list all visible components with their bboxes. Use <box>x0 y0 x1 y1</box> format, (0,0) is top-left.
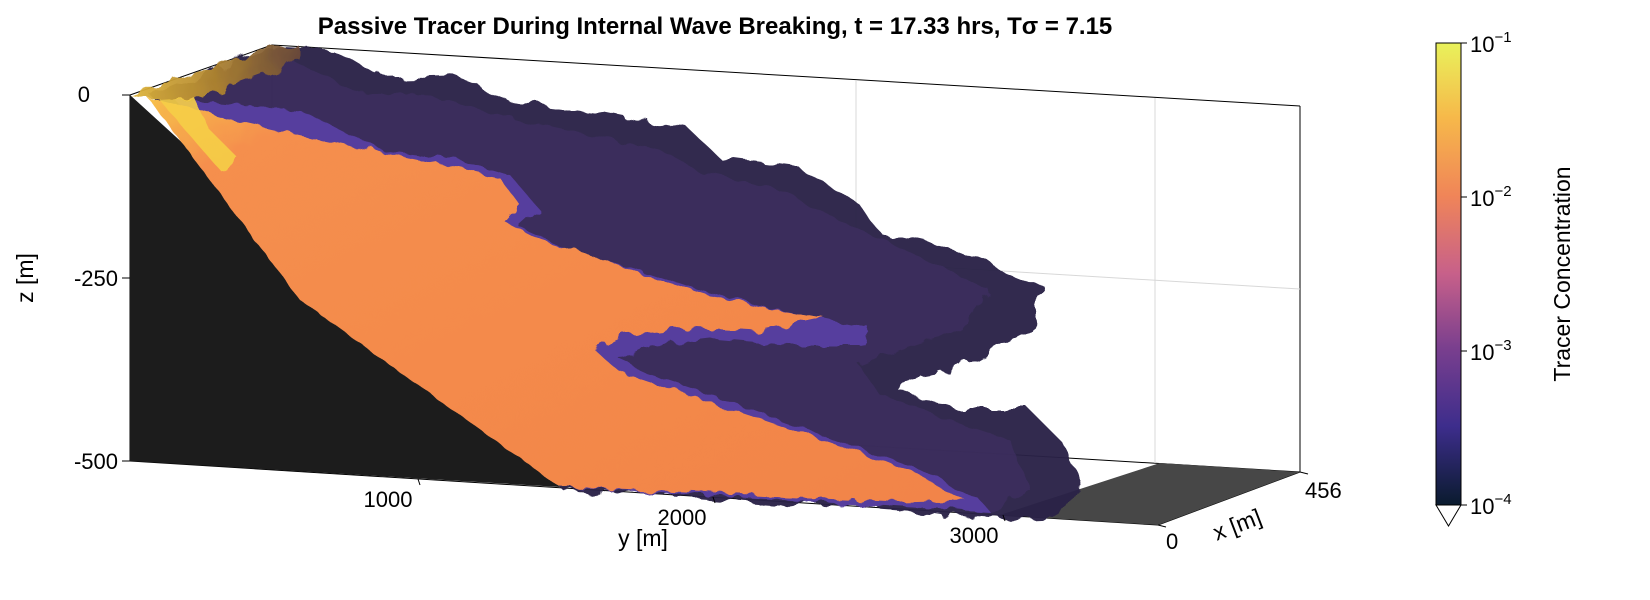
chart-title: Passive Tracer During Internal Wave Brea… <box>318 13 1113 40</box>
x-tick-label: 456 <box>1305 478 1342 503</box>
colorbar-tick-label: 10−1 <box>1470 29 1512 57</box>
colorbar-gradient <box>1435 42 1462 506</box>
colorbar-tick-label: 10−4 <box>1470 491 1512 519</box>
z-tick-label: 0 <box>78 82 90 107</box>
colorbar-tick-label: 10−3 <box>1470 337 1512 365</box>
tracer-volume <box>130 45 1080 518</box>
colorbar-tick-label: 10−2 <box>1470 183 1512 211</box>
x-axis-label: x [m] <box>1209 503 1265 545</box>
z-axis-label: z [m] <box>12 253 38 303</box>
z-axis: 0 -250 -500 z [m] <box>12 82 130 474</box>
x-tick-label: 0 <box>1166 529 1178 554</box>
colorbar-label: Tracer Concentration <box>1549 166 1575 381</box>
y-axis: 1000 2000 3000 y [m] <box>364 478 1006 551</box>
z-tick-label: -500 <box>74 449 118 474</box>
y-tick-label: 3000 <box>950 523 999 548</box>
y-tick-label: 1000 <box>364 487 413 512</box>
z-tick-label: -250 <box>74 266 118 291</box>
y-tick-label: 2000 <box>658 505 707 530</box>
floor-plane <box>1000 463 1300 525</box>
colorbar: 10−1 10−2 10−3 10−4 Tracer Concentration <box>1435 29 1575 527</box>
y-axis-label: y [m] <box>618 525 668 551</box>
colorbar-extend-min <box>1435 504 1462 527</box>
